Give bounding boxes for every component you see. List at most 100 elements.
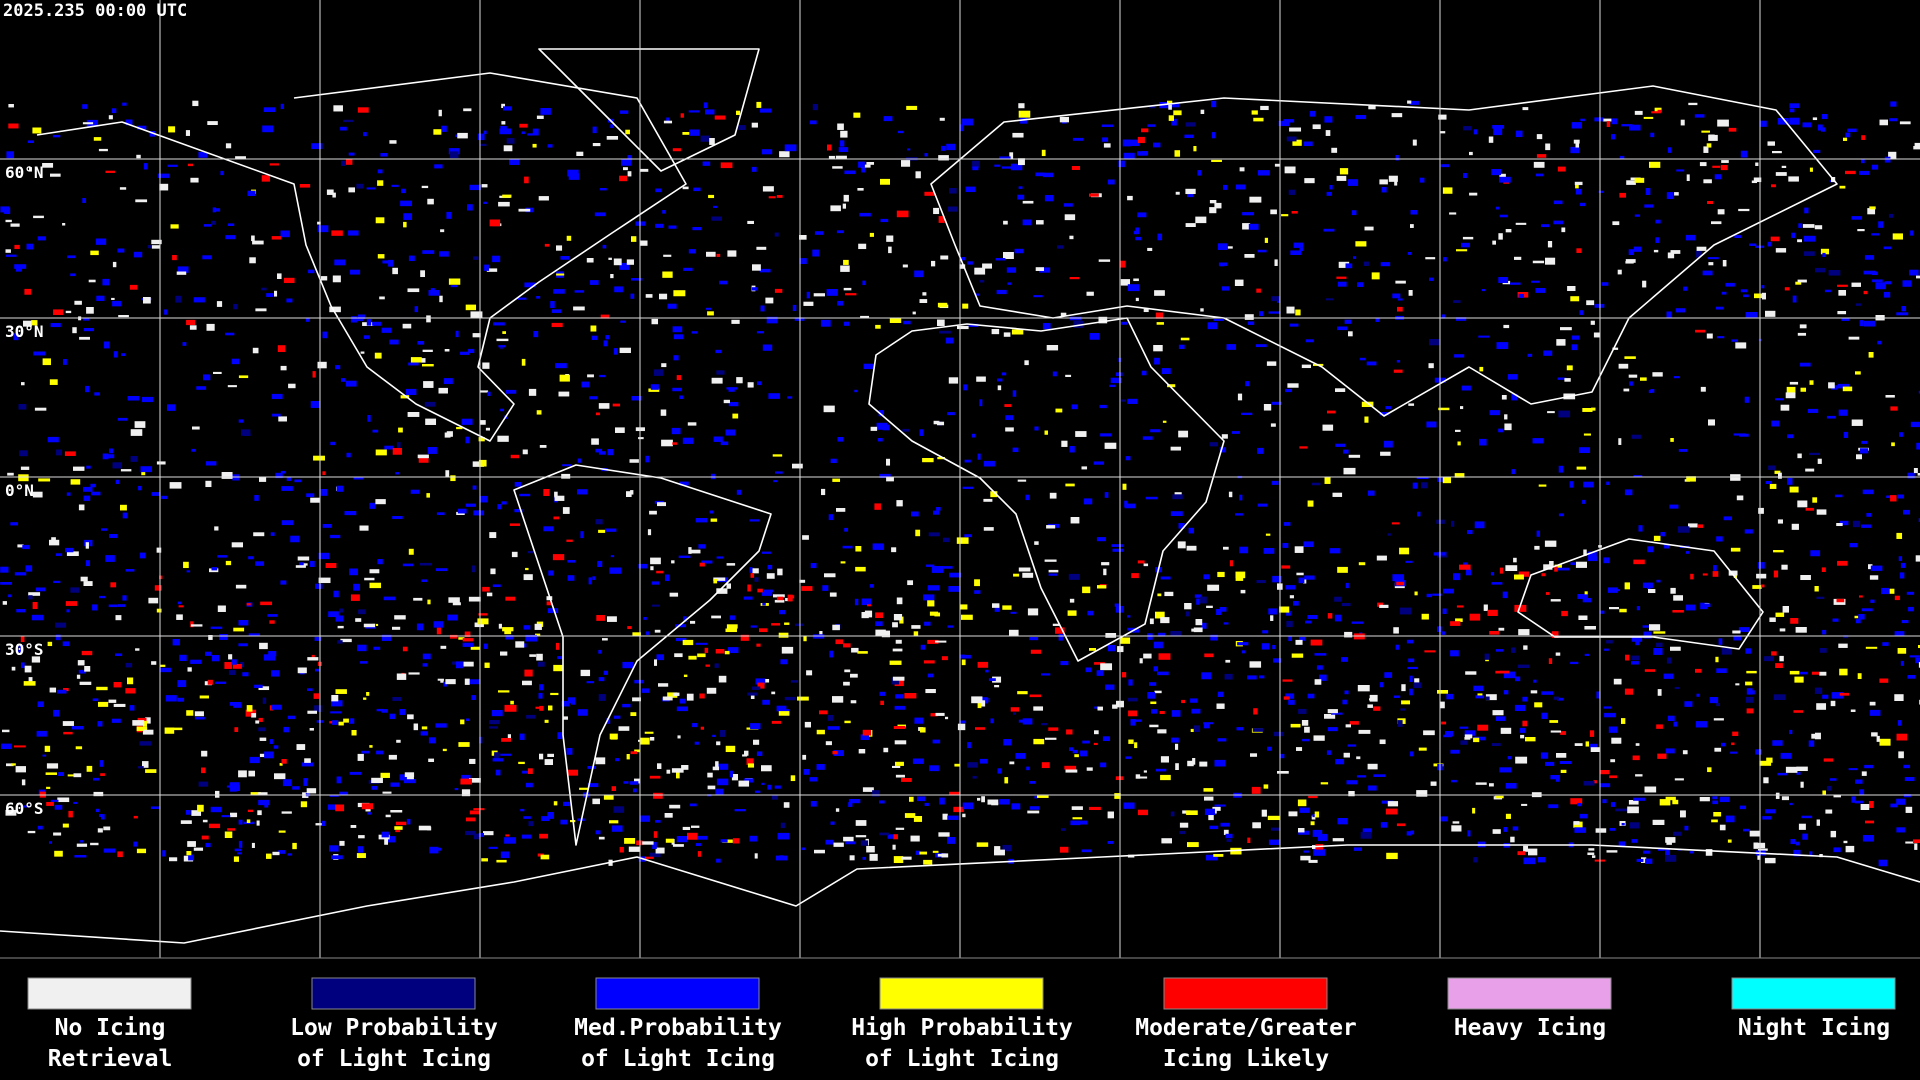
icing-pixel (15, 766, 26, 773)
icing-pixel (372, 429, 379, 433)
icing-pixel (442, 748, 447, 752)
icing-pixel (1158, 632, 1165, 637)
icing-pixel (1558, 465, 1564, 473)
icing-pixel (1311, 482, 1321, 486)
icing-pixel (1536, 173, 1544, 177)
icing-pixel (440, 679, 444, 683)
icing-pixel (904, 693, 917, 699)
icing-pixel (553, 516, 560, 520)
icing-pixel (630, 490, 634, 495)
icing-pixel (682, 639, 694, 646)
icing-pixel (1128, 679, 1133, 686)
icing-pixel (478, 459, 487, 467)
icing-pixel (303, 780, 308, 786)
icing-pixel (1569, 481, 1574, 488)
icing-pixel (844, 669, 851, 673)
icing-pixel (54, 804, 63, 810)
icing-pixel (666, 769, 671, 774)
icing-pixel (752, 568, 759, 574)
icing-pixel (547, 144, 553, 148)
icing-pixel (757, 588, 763, 593)
icing-pixel (609, 567, 622, 574)
icing-pixel (1109, 384, 1116, 388)
icing-pixel (227, 828, 236, 831)
icing-pixel (544, 719, 549, 723)
icing-pixel (1786, 386, 1796, 394)
icing-pixel (1097, 585, 1107, 589)
icing-pixel (450, 634, 458, 639)
icing-pixel (1897, 720, 1902, 726)
icing-pixel (1789, 108, 1795, 113)
icing-pixel (1185, 188, 1196, 195)
icing-pixel (833, 842, 844, 847)
icing-pixel (1069, 235, 1074, 240)
icing-pixel (182, 342, 187, 346)
icing-pixel (1380, 262, 1391, 267)
icing-pixel (914, 270, 924, 278)
icing-pixel (1149, 682, 1157, 686)
icing-pixel (336, 776, 341, 784)
icing-pixel (1379, 682, 1384, 688)
icing-pixel (1406, 831, 1412, 836)
icing-pixel (1239, 494, 1243, 501)
icing-pixel (253, 532, 265, 537)
icing-pixel (716, 778, 729, 786)
icing-pixel (1587, 551, 1597, 559)
icing-pixel (1695, 721, 1707, 728)
icing-pixel (803, 636, 807, 642)
icing-pixel (1888, 151, 1897, 159)
icing-pixel (736, 489, 742, 495)
icing-pixel (1060, 312, 1067, 317)
icing-pixel (162, 850, 166, 857)
icing-pixel (1721, 742, 1726, 747)
icing-pixel (1619, 155, 1625, 159)
icing-pixel (1696, 246, 1707, 251)
icing-pixel (1477, 724, 1489, 731)
icing-pixel (589, 396, 598, 400)
icing-pixel (1714, 747, 1722, 752)
icing-pixel (610, 124, 614, 129)
icing-pixel (186, 710, 194, 716)
icing-pixel (1738, 208, 1750, 212)
icing-pixel (1437, 690, 1449, 694)
icing-pixel (1553, 220, 1564, 225)
icing-pixel (280, 230, 290, 238)
icing-pixel (1538, 484, 1547, 487)
icing-pixel (543, 489, 550, 496)
icing-pixel (1896, 532, 1903, 539)
icing-pixel (716, 588, 728, 594)
icing-pixel (725, 745, 736, 753)
icing-pixel (683, 267, 693, 271)
icing-pixel (1396, 581, 1405, 586)
icing-pixel (424, 401, 435, 407)
icing-pixel (1636, 606, 1640, 611)
legend-label: High Probability (851, 1015, 1073, 1041)
icing-pixel (609, 733, 618, 740)
icing-pixel (1496, 342, 1509, 350)
icing-pixel (388, 754, 397, 760)
icing-pixel (1406, 639, 1414, 644)
icing-pixel (252, 347, 259, 354)
icing-pixel (1648, 589, 1656, 594)
icing-pixel (360, 351, 365, 354)
icing-pixel (1391, 522, 1400, 525)
icing-pixel (462, 638, 474, 642)
icing-pixel (1584, 591, 1588, 595)
icing-pixel (1609, 607, 1620, 610)
icing-pixel (843, 681, 850, 686)
icing-pixel (384, 839, 389, 845)
icing-pixel (1251, 110, 1258, 115)
icing-pixel (1515, 756, 1528, 764)
icing-pixel (1135, 227, 1140, 235)
icing-pixel (228, 670, 236, 675)
icing-pixel (1629, 381, 1633, 386)
icing-pixel (1098, 259, 1111, 262)
icing-pixel (1781, 564, 1788, 570)
icing-pixel (1688, 102, 1698, 106)
icing-pixel (929, 765, 939, 772)
icing-pixel (668, 225, 677, 229)
icing-pixel (18, 649, 24, 653)
icing-pixel (1716, 336, 1725, 339)
icing-pixel (1153, 345, 1163, 352)
icing-pixel (960, 604, 968, 610)
